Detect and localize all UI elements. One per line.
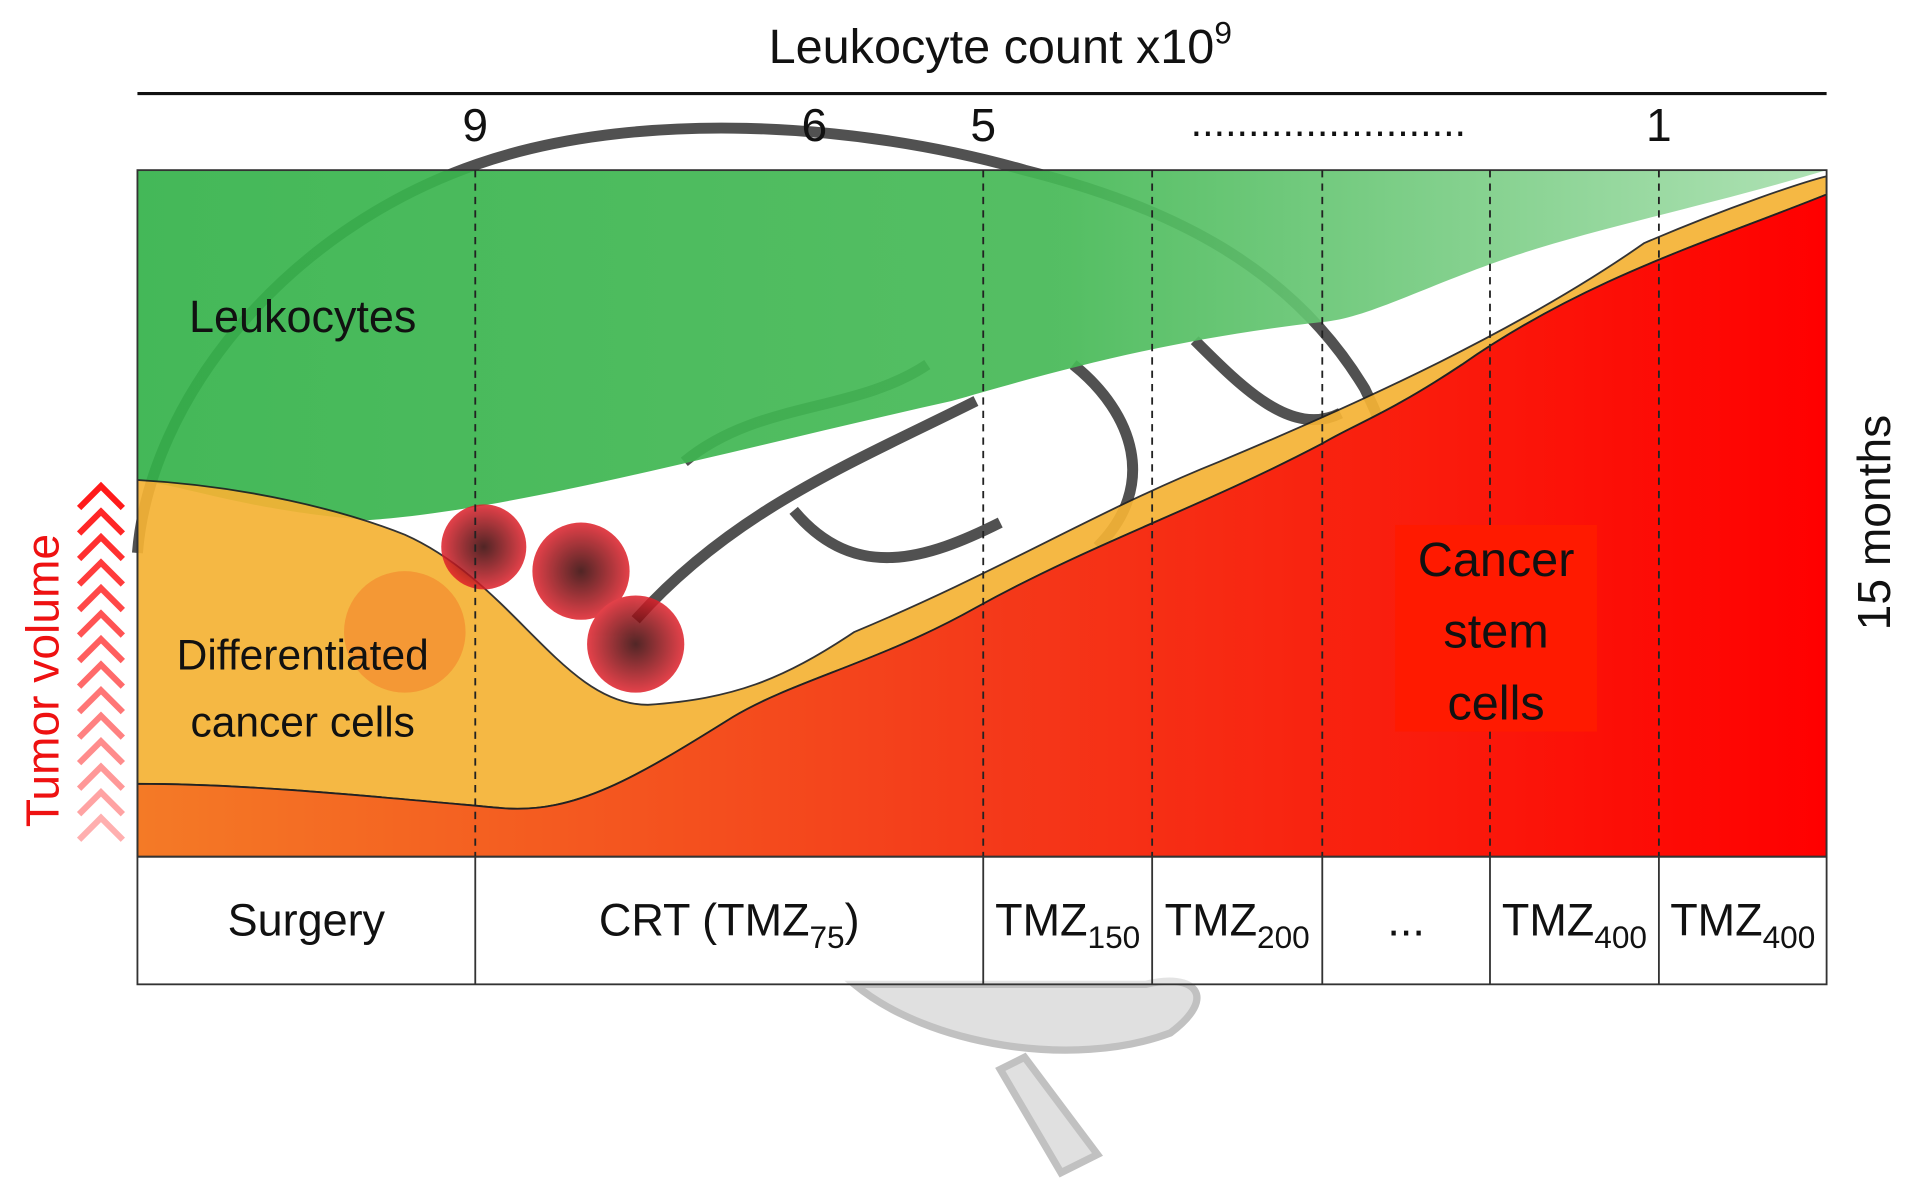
tumor-volume-arrows xyxy=(76,481,126,842)
treatment-label: TMZ400 xyxy=(1670,895,1815,955)
treatment-label: TMZ150 xyxy=(995,895,1140,955)
count-label: 6 xyxy=(801,99,827,151)
chevron xyxy=(76,507,126,536)
treatment-name: TMZ xyxy=(1502,895,1594,946)
treatment-label: Surgery xyxy=(228,895,386,946)
region-label: Cancer xyxy=(1418,533,1575,587)
treatment-label: TMZ200 xyxy=(1165,895,1310,955)
treatment-labels: Surgery CRT (TMZ75) TMZ150 TMZ200... TMZ400 T… xyxy=(228,895,1816,955)
chevron xyxy=(76,609,126,638)
stem-label-box xyxy=(1395,524,1597,732)
treatment-name: ... xyxy=(1387,895,1424,946)
treatment-name: TMZ xyxy=(1165,895,1257,946)
chevron xyxy=(76,813,126,842)
count-label: 9 xyxy=(462,99,488,151)
region-label: Differentiated xyxy=(177,632,429,680)
treatment-name: Surgery xyxy=(228,895,386,946)
chevron xyxy=(76,660,126,689)
treatment-label: CRT (TMZ75) xyxy=(599,895,860,955)
count-label: 5 xyxy=(970,99,996,151)
dose: 150 xyxy=(1088,919,1141,955)
region-label: cells xyxy=(1447,676,1544,730)
treatment-name: TMZ xyxy=(995,895,1087,946)
leukocyte-region xyxy=(137,170,1827,521)
region-label: cancer cells xyxy=(190,698,414,746)
chevron xyxy=(76,481,126,511)
region-label: stem xyxy=(1443,605,1548,659)
chevron xyxy=(76,583,126,613)
region-label: Leukocytes xyxy=(189,291,416,342)
chevron xyxy=(76,762,126,791)
dose: 400 xyxy=(1594,919,1647,955)
treatment-table xyxy=(136,855,1828,986)
dose: 200 xyxy=(1257,919,1310,955)
treatment-suffix: ) xyxy=(845,895,860,946)
treatment-name: CRT (TMZ xyxy=(599,895,810,946)
duration-label: 15 months xyxy=(1848,415,1900,631)
dose: 75 xyxy=(809,919,844,955)
chevron xyxy=(76,736,126,766)
treatment-label: ... xyxy=(1387,895,1424,946)
treatment-label: TMZ400 xyxy=(1502,895,1647,955)
brain-lower xyxy=(844,977,1201,1178)
dose: 400 xyxy=(1763,919,1816,955)
chevron xyxy=(76,685,126,715)
title: Leukocyte count x109 xyxy=(769,15,1232,74)
tumor xyxy=(344,504,685,693)
chevron xyxy=(76,711,126,740)
chevron xyxy=(76,532,126,562)
chevron xyxy=(76,634,126,664)
count-ellipsis: ........................ xyxy=(1191,99,1466,145)
count-label: 1 xyxy=(1646,99,1672,151)
chevron xyxy=(76,558,126,587)
chevron xyxy=(76,788,126,817)
tumor-volume-label: Tumor volume xyxy=(16,534,68,827)
treatment-name: TMZ xyxy=(1670,895,1762,946)
